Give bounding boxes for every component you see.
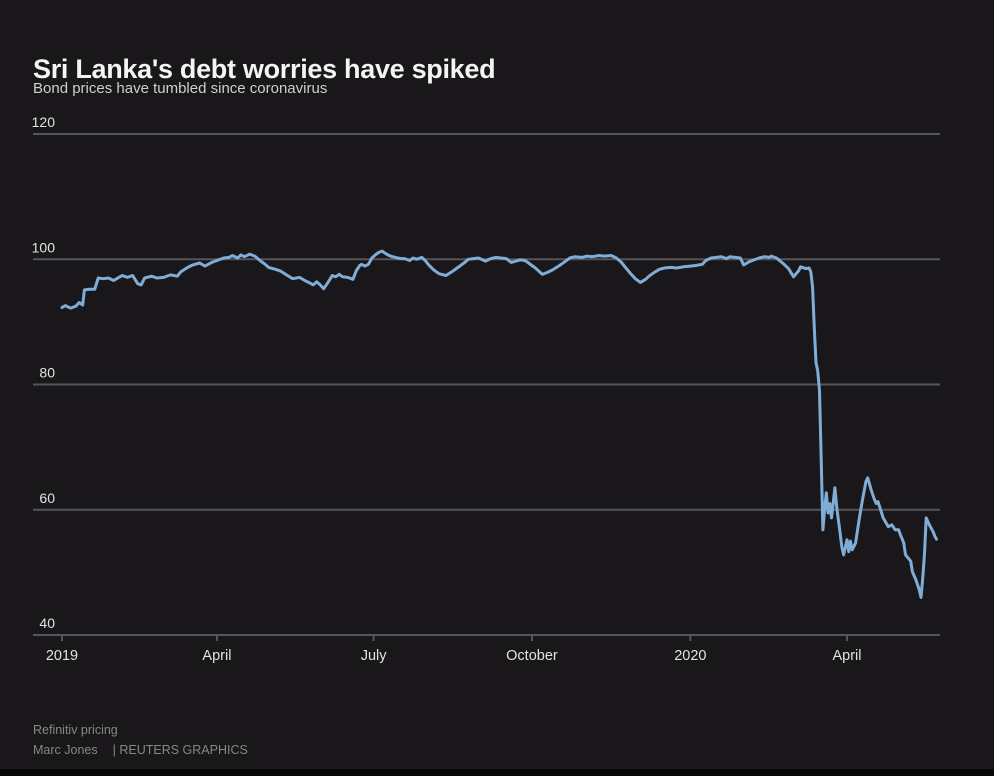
- y-tick-label: 80: [39, 365, 55, 381]
- reuters-graphics-credit: | REUTERS GRAPHICS: [112, 743, 248, 757]
- chart-subtitle: Bond prices have tumbled since coronavir…: [33, 80, 328, 97]
- bottom-bar: [0, 769, 994, 776]
- x-tick-label: October: [506, 648, 558, 664]
- y-tick-label: 120: [32, 114, 56, 130]
- x-tick-label: July: [361, 648, 388, 664]
- y-tick-label: 100: [32, 239, 56, 255]
- y-tick-label: 60: [39, 490, 55, 506]
- x-tick-label: April: [832, 648, 861, 664]
- x-tick-label: 2019: [46, 648, 78, 664]
- x-tick-label: 2020: [674, 648, 706, 664]
- chart-title: Sri Lanka's debt worries have spiked: [33, 54, 496, 85]
- bond-price-line: [60, 249, 938, 599]
- byline-row: Marc Jones | REUTERS GRAPHICS: [33, 743, 248, 757]
- y-tick-label: 40: [39, 615, 55, 631]
- source-note: Refinitiv pricing: [33, 723, 118, 737]
- byline: Marc Jones: [33, 743, 98, 757]
- x-tick-label: April: [202, 648, 231, 664]
